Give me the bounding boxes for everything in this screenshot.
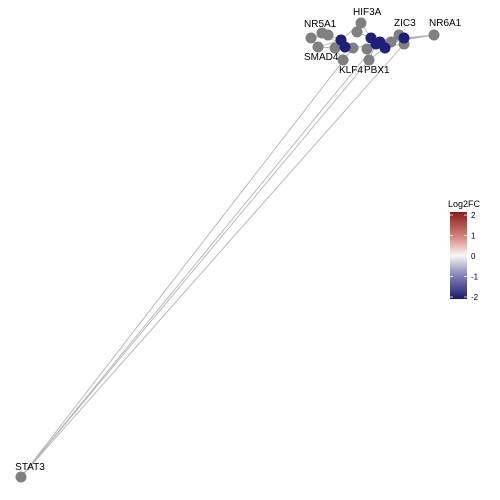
node-u2 — [322, 29, 334, 41]
node-label-smad4: SMAD4 — [304, 52, 339, 63]
node-label-stat3: STAT3 — [15, 462, 45, 473]
node-u1 — [305, 32, 317, 44]
legend-colorbar — [450, 212, 467, 299]
node-label-hif3a: HIF3A — [353, 7, 382, 18]
edge-STAT3-d3 — [20, 43, 377, 478]
edge-STAT3-u8 — [20, 43, 405, 478]
node-u6 — [347, 42, 359, 54]
legend-tick-label: 2 — [471, 211, 476, 220]
legend-tick-label: 0 — [471, 252, 476, 261]
node-nr6a1 — [428, 29, 440, 41]
node-klf4 — [337, 54, 349, 66]
node-stat3 — [15, 471, 27, 483]
node-u3 — [351, 26, 363, 38]
node-label-nr5a1: NR5A1 — [304, 19, 337, 30]
node-label-klf4: KLF4 — [339, 65, 363, 76]
legend-tick-label: -1 — [471, 273, 479, 282]
legend-ticks: 2 1 0 -1 -2 — [450, 211, 479, 302]
node-hif3a — [355, 17, 367, 29]
node-label-zic3: ZIC3 — [394, 18, 416, 29]
node-u5 — [329, 42, 341, 54]
node-d7 — [398, 32, 410, 44]
node-label-pbx1: PBX1 — [364, 65, 390, 76]
legend-tick-label: -2 — [471, 293, 479, 302]
node-d6 — [379, 42, 391, 54]
edge-layer — [20, 22, 435, 478]
node-layer — [15, 17, 440, 483]
edge-STAT3-PBX1 — [20, 59, 370, 478]
node-u7 — [361, 43, 373, 55]
node-label-nr6a1: NR6A1 — [429, 18, 462, 29]
legend-title: Log2FC — [448, 199, 481, 209]
color-legend: Log2FC 2 1 0 -1 -2 — [448, 199, 481, 302]
node-d4 — [339, 41, 351, 53]
node-smad4 — [312, 41, 324, 53]
node-pbx1 — [363, 54, 375, 66]
edge-STAT3-u6 — [20, 47, 354, 478]
legend-tick-label: 1 — [471, 232, 476, 241]
